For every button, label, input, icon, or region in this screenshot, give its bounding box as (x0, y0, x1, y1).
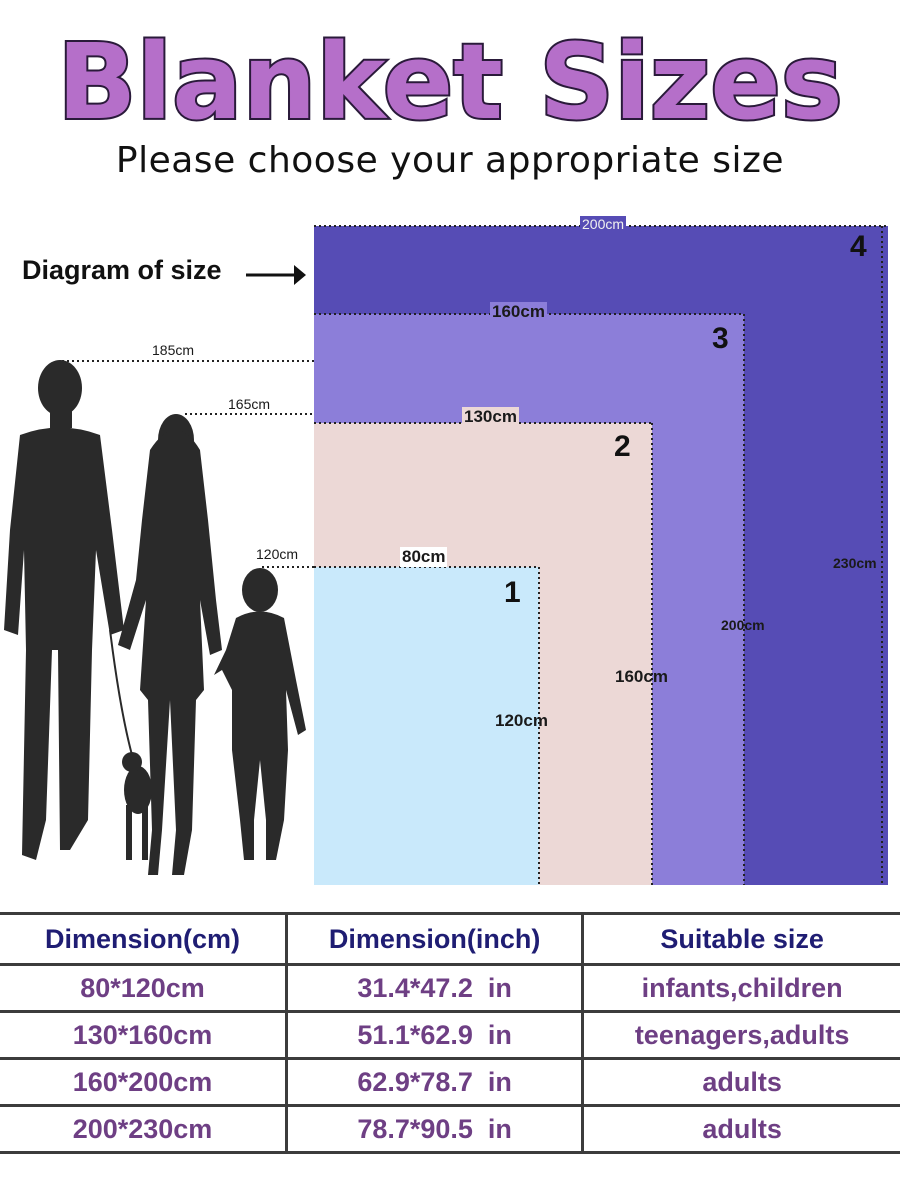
blanket-3-height: 200cm (721, 617, 765, 633)
cell-dimension-cm: 80*120cm (0, 964, 289, 1012)
woman-height-label: 165cm (228, 396, 271, 412)
blanket-3-number: 3 (712, 322, 729, 355)
child-height-label: 120cm (256, 546, 299, 562)
cell-suitable-size: adults (702, 1113, 782, 1144)
blanket-4-height: 230cm (833, 555, 877, 571)
woman-silhouette (118, 414, 222, 875)
blanket-2-number: 2 (614, 430, 631, 463)
table-row: 130*160cm 51.1*62.9 in teenagers,adults (0, 1011, 900, 1059)
cell-dimension-cm: 160*200cm (0, 1058, 289, 1106)
cell-dimension-inch: 31.4*47.2 in (286, 964, 585, 1012)
blanket-2-width: 130cm (462, 407, 519, 427)
man-silhouette (4, 360, 124, 860)
blanket-1-height: 120cm (495, 711, 548, 730)
blanket-1-number: 1 (504, 576, 521, 609)
page-title-text: Blanket Sizes (57, 21, 842, 138)
dog-silhouette (122, 752, 152, 860)
cell-dimension-inch: 51.1*62.9 in (286, 1011, 585, 1059)
blanket-4-width: 200cm (580, 216, 627, 232)
size-table: Dimension(cm) Dimension(inch) Suitable s… (0, 912, 900, 1154)
header-suitable-size: Suitable size (660, 923, 824, 954)
cell-dimension-inch: 78.7*90.5 in (286, 1105, 585, 1153)
arrow-right-icon (246, 265, 306, 285)
cell-dimension-inch: 62.9*78.7 in (286, 1058, 585, 1106)
blanket-3-width: 160cm (490, 302, 547, 322)
blanket-1-width: 80cm (400, 547, 448, 567)
man-height-label: 185cm (152, 342, 195, 358)
cell-suitable-size: adults (702, 1066, 782, 1097)
header-dimension-inch: Dimension(inch) (286, 913, 585, 965)
blanket-2-height: 160cm (615, 667, 668, 686)
child-silhouette (214, 568, 306, 860)
table-header-row: Dimension(cm) Dimension(inch) Suitable s… (0, 913, 900, 965)
blanket-4-number: 4 (850, 230, 867, 263)
cell-dimension-cm: 200*230cm (0, 1105, 289, 1153)
cell-suitable-size: infants,children (641, 972, 843, 1003)
table-row: 80*120cm 31.4*47.2 in infants,children (0, 964, 900, 1012)
table-row: 160*200cm 62.9*78.7 in adults (0, 1058, 900, 1106)
header-dimension-cm: Dimension(cm) (0, 913, 289, 965)
page-subtitle: Please choose your appropriate size (115, 140, 785, 181)
table-row: 200*230cm 78.7*90.5 in adults (0, 1105, 900, 1153)
page-title: Blanket Sizes (55, 19, 844, 138)
cell-dimension-cm: 130*160cm (0, 1011, 289, 1059)
cell-suitable-size: teenagers,adults (634, 1019, 850, 1050)
family-silhouette (4, 360, 306, 875)
blanket-1 (314, 567, 539, 885)
diagram-label: Diagram of size (22, 255, 222, 285)
